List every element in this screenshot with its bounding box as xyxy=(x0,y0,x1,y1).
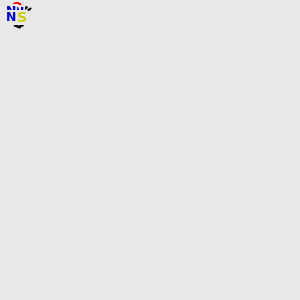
Text: N: N xyxy=(6,5,16,18)
Text: S: S xyxy=(17,11,27,25)
Text: N: N xyxy=(14,6,25,19)
Text: N: N xyxy=(8,6,19,19)
Text: N: N xyxy=(6,11,16,24)
Text: O: O xyxy=(11,1,22,15)
